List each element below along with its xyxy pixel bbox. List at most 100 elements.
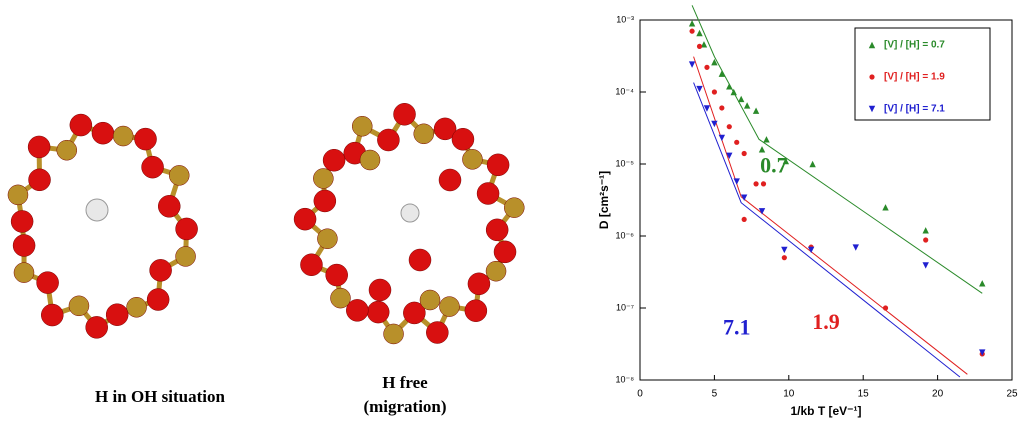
atom	[92, 122, 114, 144]
atom	[377, 129, 399, 151]
x-axis-label: 1/kb T [eV⁻¹]	[790, 404, 861, 418]
atom	[414, 124, 434, 144]
atom	[11, 210, 33, 232]
annotation: 7.1	[723, 315, 751, 340]
atom	[8, 185, 28, 205]
y-tick-label: 10⁻⁶	[616, 230, 635, 240]
atom	[314, 190, 336, 212]
point	[763, 136, 769, 142]
atom	[86, 316, 108, 338]
atom	[409, 249, 431, 271]
point	[781, 247, 787, 253]
atom	[176, 246, 196, 266]
atom	[150, 259, 172, 281]
point	[761, 181, 766, 186]
figure: H in OH situation H free (migration) 0 5 1…	[0, 0, 1019, 423]
atom	[70, 114, 92, 136]
atom	[313, 168, 333, 188]
point	[853, 244, 859, 250]
point	[726, 83, 732, 89]
atom	[169, 165, 189, 185]
point	[704, 65, 709, 70]
atom	[367, 301, 389, 323]
atom	[57, 140, 77, 160]
atom	[439, 169, 461, 191]
point	[922, 227, 928, 233]
atom	[394, 103, 416, 125]
y-tick-label: 10⁻⁴	[615, 86, 634, 96]
atom	[113, 126, 133, 146]
point	[782, 255, 787, 260]
y-tick-label: 10⁻⁵	[616, 158, 635, 168]
atom	[420, 290, 440, 310]
x-tick-label: 25	[1006, 389, 1018, 400]
point	[719, 135, 725, 141]
point	[731, 89, 737, 95]
legend-marker	[869, 42, 875, 48]
x-tick-label: 5	[712, 389, 718, 400]
atom	[360, 150, 380, 170]
atom	[486, 219, 508, 241]
atom	[147, 289, 169, 311]
annotation: 0.7	[760, 152, 788, 177]
atom	[439, 297, 459, 317]
point	[689, 61, 695, 67]
point	[742, 217, 747, 222]
atom	[330, 288, 350, 308]
atom	[142, 156, 164, 178]
atom	[300, 254, 322, 276]
point	[712, 89, 717, 94]
annotation: 1.9	[812, 309, 840, 334]
caption: (migration)	[363, 397, 446, 416]
point	[979, 280, 985, 286]
point	[882, 204, 888, 210]
hydrogen-atom	[86, 199, 108, 221]
atom	[426, 322, 448, 344]
point	[753, 107, 759, 113]
atom	[452, 128, 474, 150]
point	[809, 161, 815, 167]
y-tick-label: 10⁻⁸	[615, 374, 634, 384]
legend-marker	[869, 74, 874, 79]
caption: H in OH situation	[95, 387, 225, 406]
atom	[487, 154, 509, 176]
atom	[135, 128, 157, 150]
hydrogen-atom	[401, 204, 419, 222]
atom	[127, 297, 147, 317]
point	[719, 105, 724, 110]
molecules	[8, 103, 524, 344]
x-tick-label: 10	[783, 389, 795, 400]
atom	[317, 229, 337, 249]
atom	[158, 195, 180, 217]
point	[734, 140, 739, 145]
caption: H free	[382, 373, 428, 392]
point	[734, 178, 740, 184]
point	[923, 237, 928, 242]
x-tick-label: 15	[858, 389, 870, 400]
point	[744, 102, 750, 108]
point	[697, 44, 702, 49]
y-tick-label: 10⁻⁷	[616, 302, 634, 312]
atom	[468, 273, 490, 295]
legend-marker	[869, 106, 875, 112]
point	[689, 20, 695, 26]
x-tick-label: 0	[637, 389, 643, 400]
atom	[465, 300, 487, 322]
atom	[294, 208, 316, 230]
y-axis-label: D [cm²s⁻¹]	[597, 171, 611, 229]
atom	[486, 261, 506, 281]
atom	[323, 149, 345, 171]
atom	[14, 263, 34, 283]
point	[727, 124, 732, 129]
legend-label: [V] / [H] = 7.1	[884, 104, 945, 115]
atom	[504, 198, 524, 218]
atom	[176, 218, 198, 240]
y-tick-label: 10⁻³	[616, 14, 634, 24]
atom	[384, 324, 404, 344]
point	[738, 96, 744, 102]
atom	[326, 264, 348, 286]
point	[883, 305, 888, 310]
point	[689, 29, 694, 34]
atom	[494, 241, 516, 263]
atom	[28, 136, 50, 158]
